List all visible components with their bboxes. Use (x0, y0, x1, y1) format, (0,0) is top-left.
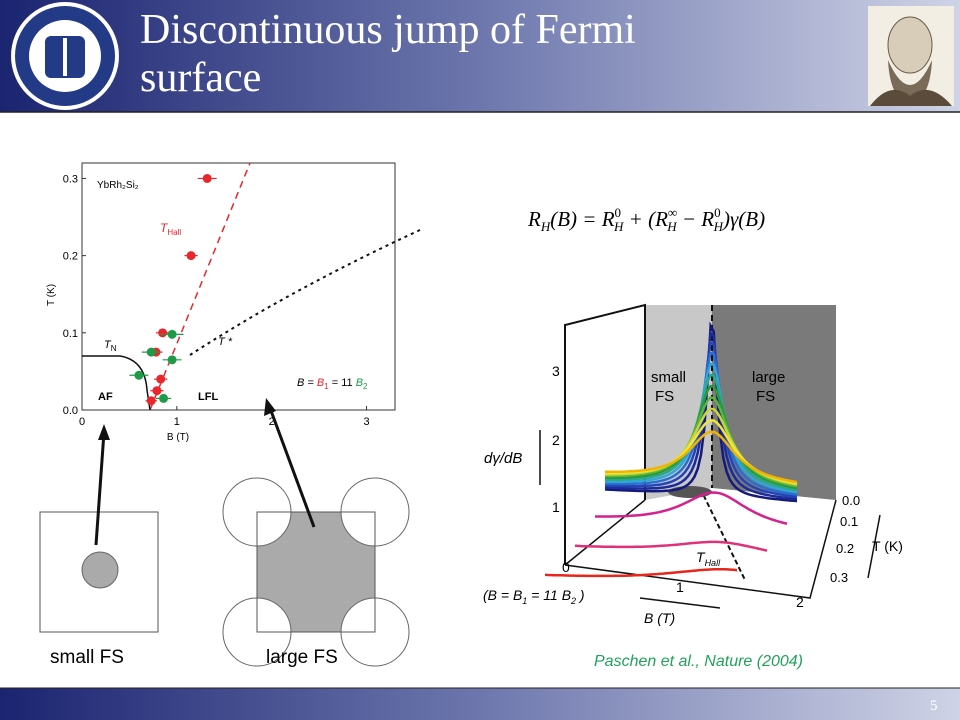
large-fs-label: large FS (752, 369, 785, 405)
t-star-label: T * (218, 336, 233, 348)
t-n-curve (82, 355, 151, 411)
small-fs-label: small FS (651, 369, 686, 405)
b-tick-label: 2 (796, 594, 804, 610)
field-relation: B = B1 = 11 B2 (297, 377, 368, 391)
plot-3d: small FS large FS dγ/dB 0 1 2 3 1 2 0.0 0.… (483, 303, 903, 626)
x-axis-label: B (T) (167, 432, 189, 443)
slide-title: Discontinuous jump of Fermi surface (140, 7, 636, 101)
t-n-label: TN (104, 339, 117, 353)
t-hall-line (149, 162, 251, 411)
arrow (94, 431, 106, 546)
phase-diagram: YbRh₂Si₂ THall TN T * AF LFL B = B1 = 11… (46, 162, 421, 443)
y-tick-label: 0.3 (63, 173, 78, 185)
b-tick-label: 1 (676, 579, 684, 595)
t-tick-label: 0.1 (840, 514, 858, 529)
curve (574, 540, 768, 552)
t-hall-floor-line (699, 487, 746, 581)
footer-bar (0, 688, 960, 720)
y-tick-label: 0.0 (63, 405, 78, 417)
x-tick-label: 1 (174, 416, 180, 428)
curve (595, 491, 788, 525)
header-bar (0, 0, 960, 112)
floor-edge (564, 499, 646, 566)
formula: RH(B) = R0 H + (R∞ H − R0 H)γ(B) (527, 205, 765, 234)
data-point (156, 374, 166, 384)
curve (604, 321, 798, 503)
t-tick-label: 0.0 (842, 493, 860, 508)
axis-frame (564, 303, 646, 565)
x-tick-label: 2 (269, 416, 275, 428)
data-point (134, 370, 144, 380)
curve (605, 396, 798, 488)
y-tick-label: 0.1 (63, 328, 78, 340)
curve (605, 384, 798, 490)
z-tick-label: 3 (552, 363, 560, 379)
curve (604, 330, 798, 501)
data-point (167, 329, 177, 339)
t-axis-label: T (K) (872, 538, 903, 554)
y-axis-label: T (K) (46, 284, 57, 306)
floor-frame (564, 499, 837, 599)
arrow-head (98, 424, 110, 440)
data-point (146, 396, 156, 406)
t-star-curve (189, 229, 421, 356)
curve (544, 567, 738, 578)
data-point (167, 355, 177, 365)
peak-shadow (668, 486, 712, 498)
z-tick-label: 0 (562, 559, 570, 575)
small-fs-pocket (81, 551, 119, 589)
b-label-bar (639, 597, 721, 609)
lfl-label: LFL (198, 391, 218, 403)
citation: Paschen et al., Nature (2004) (594, 653, 803, 670)
curve (605, 430, 798, 484)
portrait (868, 6, 954, 106)
data-point (186, 251, 196, 261)
data-point (202, 173, 212, 183)
data-point (146, 347, 156, 357)
t-hall-label: THall (696, 549, 721, 568)
t-tick-label: 0.3 (830, 570, 848, 585)
af-label: AF (98, 391, 113, 403)
large-fs-frame (256, 511, 376, 633)
page-number: 5 (930, 698, 938, 714)
t-hall-label: THall (160, 221, 181, 237)
plot-frame (81, 162, 396, 411)
x-tick-label: 0 (79, 416, 85, 428)
data-point (158, 328, 168, 338)
university-seal (11, 2, 119, 110)
data-point (159, 393, 169, 403)
fermi-surfaces: small FS large FS (39, 398, 410, 668)
x-tick-label: 3 (363, 416, 369, 428)
annotation: YbRh₂Si₂ (97, 180, 139, 191)
t-label-bar (867, 514, 881, 579)
z-axis-label: dγ/dB (484, 450, 522, 467)
t-tick-label: 0.2 (836, 541, 854, 556)
large-fs-wall (712, 305, 836, 500)
b-axis-label: B (T) (644, 610, 675, 626)
arrow-head (264, 398, 276, 416)
fs-label: small FS (50, 647, 124, 668)
z-tick-label: 1 (552, 499, 560, 515)
arrow (268, 407, 316, 528)
data-point (152, 386, 162, 396)
fs-label: large FS (266, 647, 338, 668)
field-relation: (B = B1 = 11 B2 ) (483, 587, 585, 606)
z-tick-label: 2 (552, 432, 560, 448)
y-tick-label: 0.2 (63, 251, 78, 263)
